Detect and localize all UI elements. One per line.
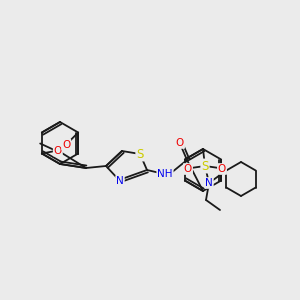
Text: NH: NH <box>157 169 173 179</box>
Text: S: S <box>201 160 209 172</box>
Text: O: O <box>54 146 62 155</box>
Text: N: N <box>116 176 124 186</box>
Text: O: O <box>218 164 226 174</box>
Text: O: O <box>62 140 70 149</box>
Text: O: O <box>184 164 192 174</box>
Text: S: S <box>136 148 144 160</box>
Text: N: N <box>205 178 213 188</box>
Text: O: O <box>176 138 184 148</box>
